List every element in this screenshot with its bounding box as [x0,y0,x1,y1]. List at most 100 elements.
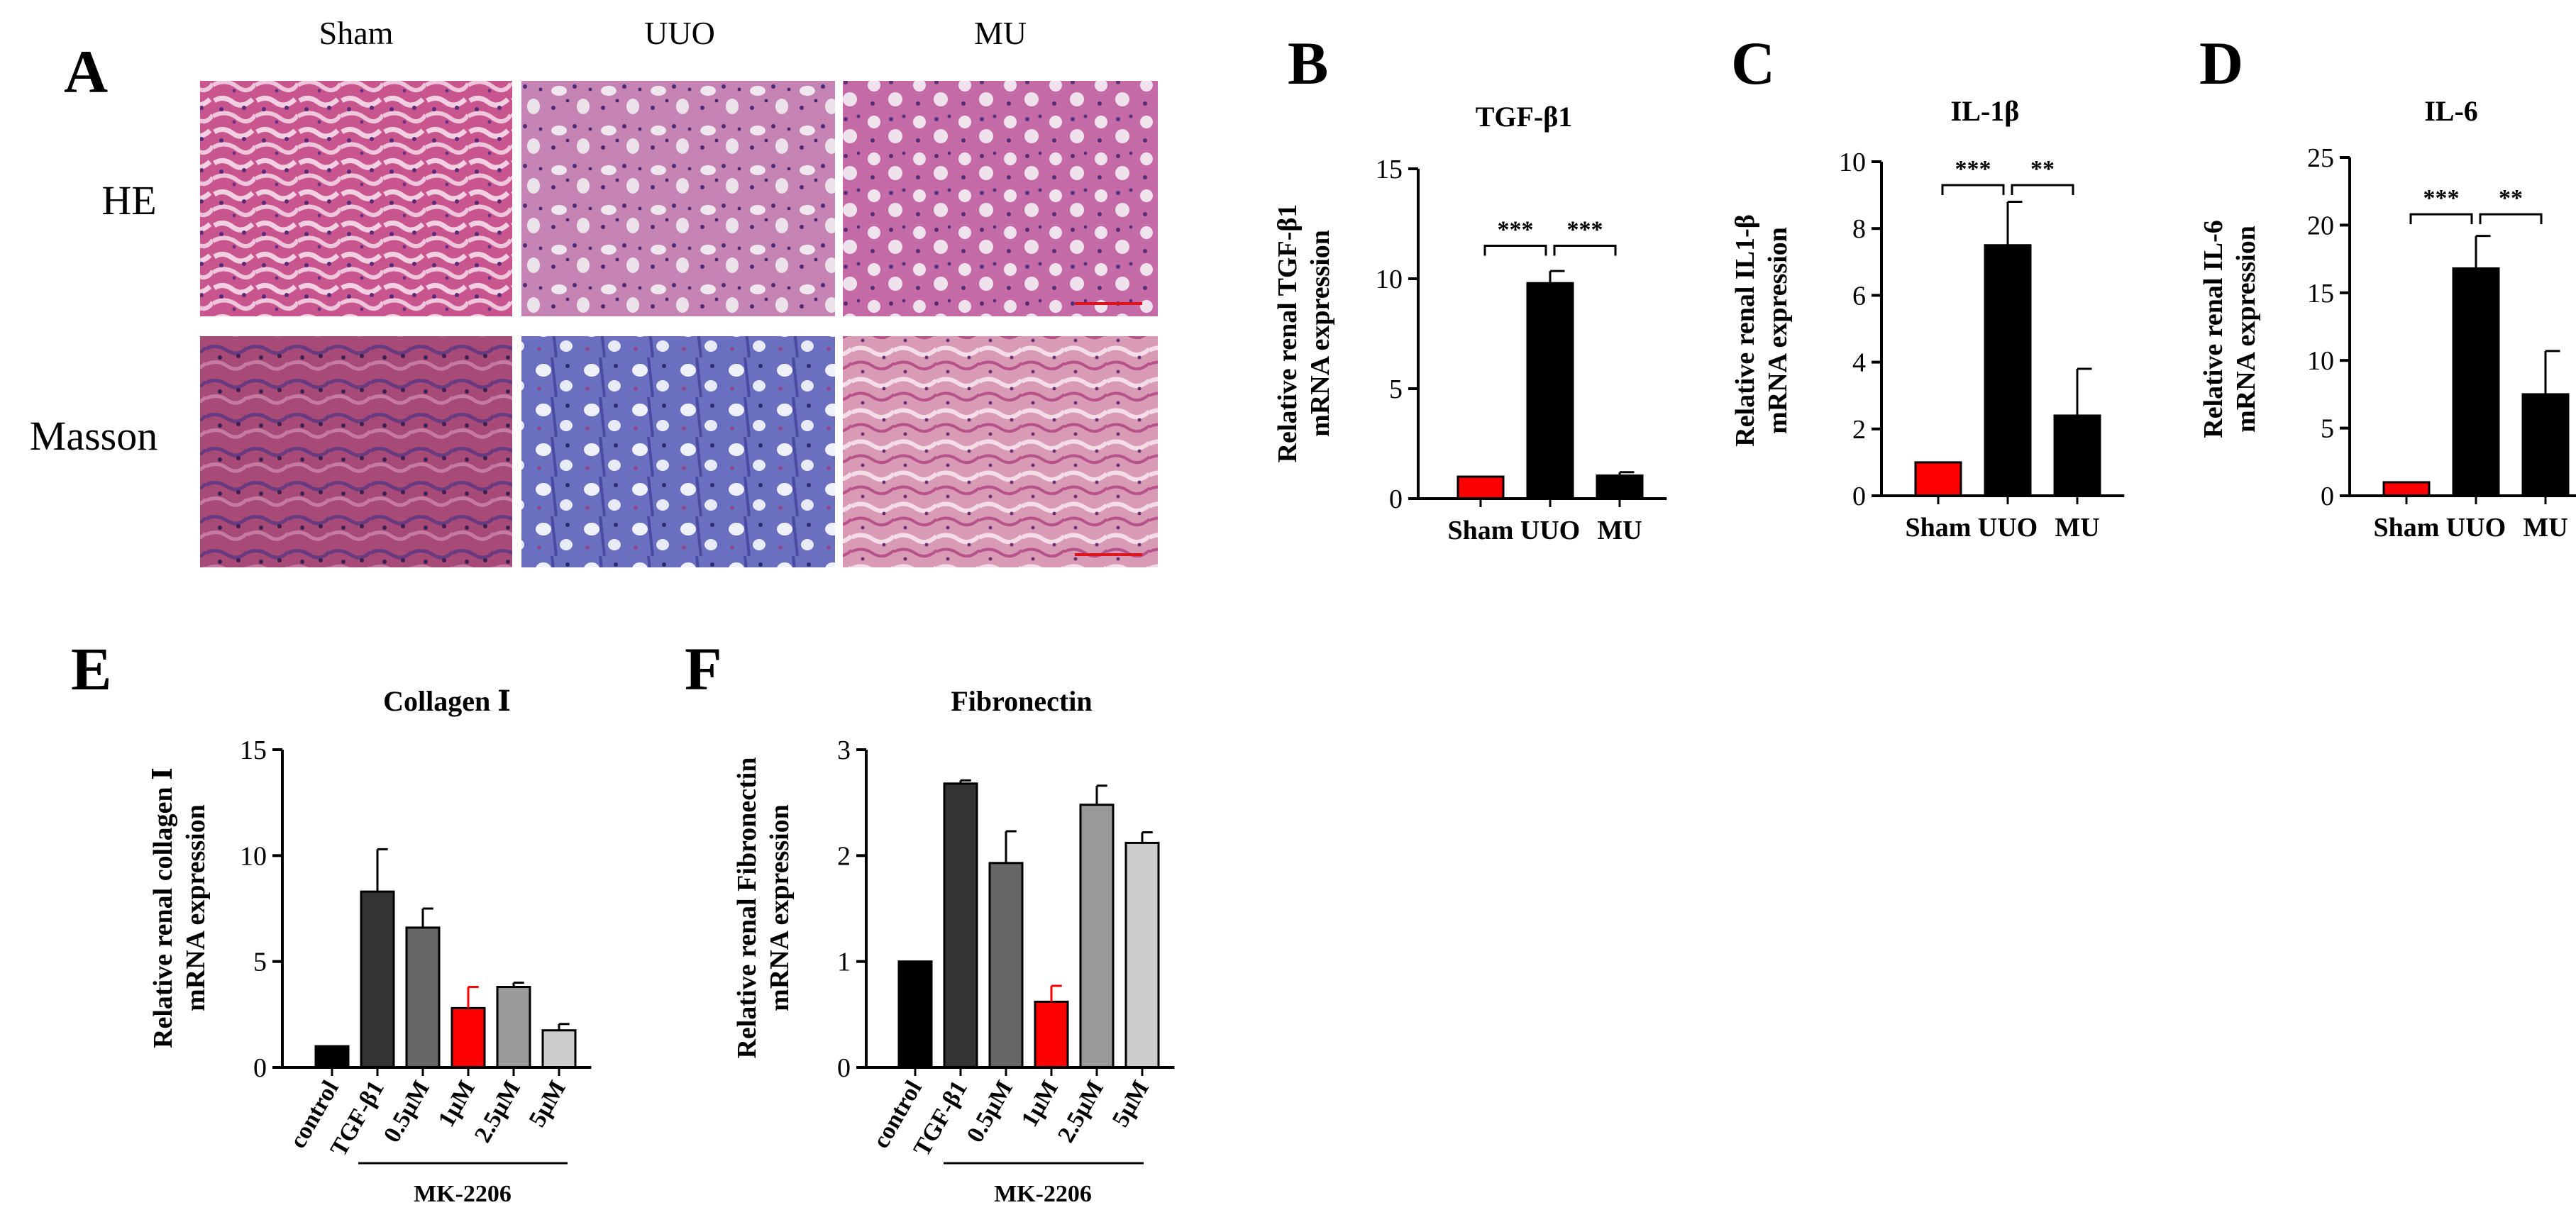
significance-label: *** [1498,217,1534,243]
column-label-uuo: UUO [644,15,715,51]
x-tick-label: UUO [1520,516,1580,545]
bar [2382,481,2431,497]
chart-panel-b: B TGF-β1 Relative renal TGF-β1 mRNA express… [1273,29,1667,545]
group-label: MK-2206 [994,1181,1092,1207]
bar [360,890,395,1069]
x-tick-label: MU [1597,516,1642,545]
y-tick-label: 5 [1389,374,1403,404]
x-tick-label: Sham [2374,513,2440,543]
bar [2053,414,2101,497]
chart-panel-c: C IL-1β Relative renal IL1-β mRNA expressio… [1730,29,2125,543]
y-axis-label: Relative renal IL1-β [1730,214,1760,447]
bar [2521,393,2570,497]
bar [988,862,1024,1069]
bar [450,1006,486,1069]
y-axis-label: mRNA expression [1763,227,1793,434]
bar [1079,804,1115,1069]
x-tick-label: 5μM [1107,1077,1154,1132]
x-tick-label: 1μM [1017,1077,1063,1132]
significance-bracket [2479,213,2543,225]
panel-letter: D [2199,29,2243,97]
row-label-masson: Masson [30,413,157,459]
y-tick-label: 15 [240,735,267,765]
chart-panel-d: D IL-6 Relative renal IL-6 mRNA expression 0… [2199,29,2576,543]
chart-title: Fibronectin [951,685,1092,717]
y-tick-label: 5 [2321,414,2334,444]
y-axis-label: Relative renal collagen Ⅰ [148,767,178,1048]
significance-label: *** [1567,217,1603,243]
bar [2452,267,2500,497]
significance-label: *** [1955,156,1991,182]
significance-bracket [2409,213,2473,225]
bar [1456,475,1505,500]
bar [1596,474,1644,500]
y-tick-label: 2 [837,841,851,871]
chart-title: IL-1β [1951,95,2020,127]
x-tick-label: 0.5μM [962,1077,1018,1148]
x-tick-label: 2.5μM [1053,1077,1109,1148]
y-tick-label: 0 [2321,482,2334,511]
bar [943,782,978,1069]
y-axis-label: Relative renal IL-6 [2199,220,2228,438]
y-axis-label: mRNA expression [181,804,211,1011]
x-tick-label: Sham [1906,513,1972,543]
x-tick-label: UUO [2446,513,2506,543]
x-tick-label: 5μM [524,1077,571,1132]
row-label-he: HE [101,177,156,223]
y-axis-label: mRNA expression [2231,226,2261,433]
panel-letter: F [685,635,722,703]
bar [897,960,933,1069]
significance-label: ** [2030,156,2055,182]
y-tick-label: 15 [2307,279,2334,309]
significance-bracket [1941,184,2005,195]
group-label: MK-2206 [414,1181,512,1207]
bar [1034,1000,1069,1069]
y-tick-label: 15 [1376,155,1403,184]
y-tick-label: 10 [240,841,267,871]
y-axis-label: mRNA expression [765,804,795,1011]
x-tick-label: Sham [1448,516,1514,545]
x-tick-label: UUO [1978,513,2038,543]
y-tick-label: 8 [1852,214,1866,244]
panel-letter: C [1731,29,1775,97]
y-tick-label: 0 [837,1053,851,1083]
chart-panel-f: F Fibronectin Relative renal Fibronectin mR… [685,635,1175,1207]
column-label-sham: Sham [319,15,394,51]
x-tick-label: 1μM [433,1077,480,1132]
panel-a: A Sham UUO MU HE Masson [30,15,1158,567]
significance-bracket [1553,245,1617,256]
micrograph-he-sham [200,81,512,316]
x-tick-label: 2.5μM [470,1077,526,1148]
bar [405,926,441,1069]
chart-title: Collagen Ⅰ [383,685,511,717]
column-label-mu: MU [974,15,1027,51]
y-tick-label: 0 [1852,482,1866,511]
y-tick-label: 10 [1839,148,1866,177]
bar [1526,282,1574,500]
y-tick-label: 20 [2307,211,2334,240]
bar [496,986,531,1069]
bar [1984,244,2032,497]
y-axis-label: Relative renal TGF-β1 [1273,204,1303,463]
y-tick-label: 3 [837,735,851,765]
panel-letter-a: A [64,38,108,106]
chart-title: TGF-β1 [1476,101,1573,133]
significance-label: *** [2423,185,2460,211]
significance-bracket [2011,184,2074,195]
panel-letter: B [1288,29,1328,97]
x-tick-label: 0.5μM [379,1077,435,1148]
y-tick-label: 2 [1852,415,1866,445]
y-tick-label: 0 [1389,484,1403,514]
bar [541,1029,577,1069]
y-tick-label: 10 [2307,346,2334,376]
y-axis-label: Relative renal Fibronectin [732,757,762,1059]
y-tick-label: 25 [2307,143,2334,173]
y-tick-label: 4 [1852,348,1866,378]
x-tick-label: MU [2055,513,2099,543]
y-tick-label: 6 [1852,281,1866,311]
bar [1124,841,1160,1069]
significance-label: ** [2499,185,2523,211]
panel-letter: E [71,635,111,703]
